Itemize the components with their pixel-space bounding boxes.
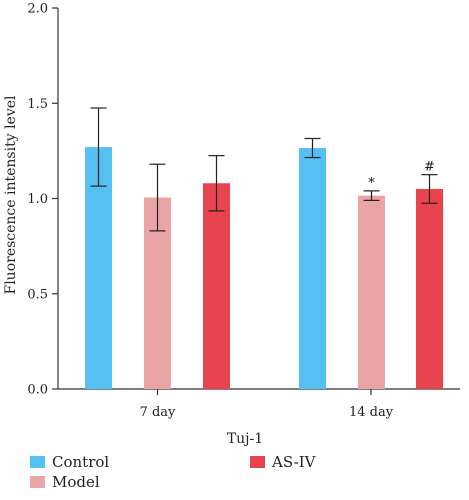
legend-swatch: [30, 476, 45, 488]
significance-label: *: [368, 176, 375, 191]
legend-swatch: [30, 456, 45, 468]
y-axis-title: Fluorescence intensity level: [3, 95, 19, 295]
x-tick-label: 7 day: [140, 405, 176, 420]
y-tick-label: 2.0: [27, 2, 48, 17]
y-tick-label: 0.0: [27, 383, 48, 398]
bar: [85, 147, 112, 389]
bar: [416, 188, 443, 389]
x-axis-title: Tuj-1: [227, 431, 263, 447]
bar: [299, 148, 326, 389]
bar: [203, 183, 230, 389]
legend-label: AS-IV: [271, 453, 317, 471]
legend-label: Model: [52, 473, 100, 491]
legend-label: Control: [52, 453, 109, 471]
bar: [358, 195, 385, 389]
y-tick-label: 1.0: [27, 192, 48, 207]
y-tick-label: 0.5: [27, 287, 48, 302]
significance-label: #: [424, 160, 435, 175]
x-tick-label: 14 day: [349, 405, 394, 420]
y-tick-label: 1.5: [27, 97, 48, 112]
legend-swatch: [250, 456, 265, 468]
